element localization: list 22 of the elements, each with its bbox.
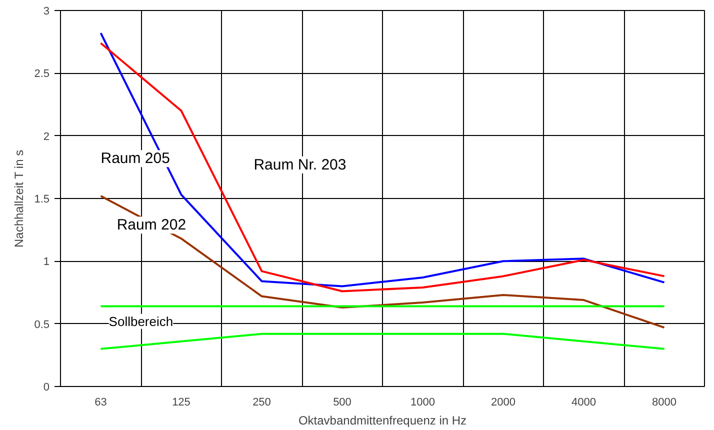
y-tick-label: 0 (43, 382, 50, 394)
series-label: Raum 202 (116, 216, 186, 234)
y-tick-label: 3 (43, 6, 50, 18)
x-tick-label: 2000 (491, 396, 516, 408)
x-tick-label: 250 (252, 396, 271, 408)
text: Raum Nr. 203 (254, 156, 346, 174)
y-tick-label: 0.5 (34, 318, 50, 331)
x-axis-title: Oktavbandmittenfrequenz in Hz (298, 414, 467, 428)
x-tick-label: 125 (172, 396, 190, 408)
y-tick-label: 1.5 (34, 194, 50, 206)
x-tick-label: 63 (94, 396, 107, 408)
y-tick-label: 2.5 (34, 68, 50, 80)
y-axis-title: Nachhallzeit T in s (12, 150, 26, 248)
x-tick-label: 500 (333, 396, 352, 408)
line-series (100, 194, 666, 329)
x-tick-label: 1000 (410, 396, 435, 408)
y-tick-label: 1 (43, 256, 50, 268)
series-label: Sollbereich (108, 314, 174, 329)
x-tick-label: 8000 (652, 396, 676, 408)
x-tick-label: 4000 (572, 396, 596, 408)
y-tick-label: 2 (43, 130, 50, 143)
series-label: Raum 205 (100, 150, 170, 168)
